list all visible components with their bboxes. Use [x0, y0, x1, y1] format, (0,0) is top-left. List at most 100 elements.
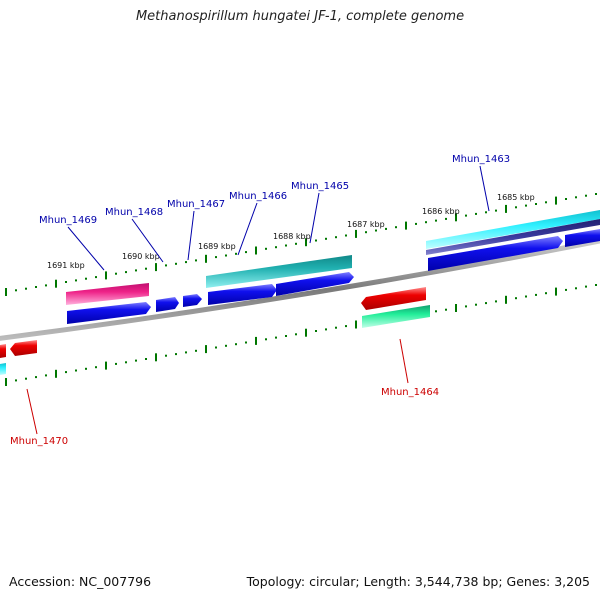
lower-track-minor-tick: [545, 292, 547, 295]
lower-track-minor-tick: [45, 374, 47, 377]
reverse-gene-labels: Mhun_1464 Mhun_1470: [10, 387, 439, 447]
feature-cyan[interactable]: [426, 210, 600, 249]
upper-track-major-tick: [155, 263, 157, 272]
lower-track-minor-tick: [565, 288, 567, 291]
cds-arrow-mhun-1470[interactable]: [10, 340, 37, 356]
lower-track-minor-tick: [115, 362, 117, 365]
upper-track-minor-tick: [195, 259, 197, 262]
cds-arrow-edge[interactable]: [0, 344, 6, 358]
scale-label-1686: 1686 kbp: [422, 207, 460, 216]
lower-track-major-tick: [55, 369, 57, 378]
upper-track-minor-tick: [435, 219, 437, 222]
feature-green[interactable]: [362, 305, 430, 328]
lower-track-minor-tick: [435, 310, 437, 313]
forward-gene-labels: Mhun_1469 Mhun_1468 Mhun_1467 Mhun_1466 …: [39, 154, 510, 226]
lower-track-minor-tick: [135, 359, 137, 362]
lower-track-minor-tick: [25, 377, 27, 380]
upper-track-minor-tick: [225, 254, 227, 257]
upper-track-minor-tick: [575, 196, 577, 199]
upper-track-minor-tick: [515, 206, 517, 209]
cds-arrow-mhun-1465[interactable]: [276, 272, 354, 296]
gene-label-mhun-1468[interactable]: Mhun_1468: [105, 207, 163, 218]
upper-track-major-tick: [5, 288, 7, 296]
lower-track-minor-tick: [525, 295, 527, 298]
upper-track-major-tick: [355, 229, 357, 238]
cds-arrow-mhun-1467[interactable]: [183, 294, 202, 307]
upper-track-minor-tick: [185, 261, 187, 264]
lower-track-major-tick: [355, 320, 357, 329]
leader-mhun-1467: [187, 210, 195, 261]
feature-navy[interactable]: [426, 219, 600, 255]
upper-track-minor-tick: [15, 289, 17, 292]
gene-label-mhun-1465[interactable]: Mhun_1465: [291, 181, 349, 192]
lower-track-minor-tick: [65, 371, 67, 374]
lower-track-major-tick: [305, 328, 307, 337]
lower-track-major-tick: [505, 295, 507, 304]
upper-track-minor-tick: [415, 222, 417, 225]
lower-track-minor-tick: [495, 300, 497, 303]
gene-label-mhun-1467[interactable]: Mhun_1467: [167, 199, 225, 210]
feature-cyan-edge[interactable]: [0, 363, 6, 375]
lower-track-minor-tick: [275, 336, 277, 339]
upper-track-minor-tick: [285, 244, 287, 247]
reverse-feature-track: [0, 287, 430, 375]
feature-teal[interactable]: [206, 255, 352, 288]
upper-track-minor-tick: [325, 237, 327, 240]
lower-track-minor-tick: [475, 303, 477, 306]
accession-text: Accession: NC_007796: [9, 574, 152, 589]
upper-track-minor-tick: [275, 246, 277, 249]
leader-mhun-1463: [479, 165, 490, 212]
gene-label-mhun-1463[interactable]: Mhun_1463: [452, 154, 510, 165]
cds-arrow-mhun-1466[interactable]: [208, 284, 277, 305]
lower-track-minor-tick: [535, 293, 537, 296]
gene-label-mhun-1470[interactable]: Mhun_1470: [10, 436, 68, 447]
upper-track-minor-tick: [465, 214, 467, 217]
upper-track-minor-tick: [235, 252, 237, 255]
lower-track-minor-tick: [585, 285, 587, 288]
gene-label-mhun-1464[interactable]: Mhun_1464: [381, 387, 439, 398]
lower-track-major-tick: [205, 345, 207, 354]
lower-track-major-tick: [5, 378, 7, 386]
lower-track-major-tick: [105, 361, 107, 370]
gene-label-mhun-1466[interactable]: Mhun_1466: [229, 191, 287, 202]
upper-track-minor-tick: [35, 286, 37, 288]
lower-track-minor-tick: [335, 326, 337, 329]
upper-track-major-tick: [555, 196, 557, 205]
lower-track-minor-tick: [485, 302, 487, 305]
upper-track-minor-tick: [335, 236, 337, 239]
lower-track-minor-tick: [185, 351, 187, 354]
upper-track-minor-tick: [445, 217, 447, 220]
lower-track-minor-tick: [225, 344, 227, 347]
lower-track-major-tick: [255, 336, 257, 345]
upper-track-minor-tick: [425, 221, 427, 224]
upper-track-major-tick: [505, 204, 507, 213]
feature-pink[interactable]: [66, 283, 149, 305]
lower-track-minor-tick: [235, 343, 237, 346]
genome-summary-text: Topology: circular; Length: 3,544,738 bp…: [246, 574, 590, 589]
forward-feature-track: [66, 210, 600, 305]
lower-track-minor-tick: [125, 361, 127, 364]
lower-track-minor-tick: [165, 354, 167, 357]
lower-track-minor-tick: [315, 330, 317, 332]
lower-track-minor-tick: [95, 366, 97, 369]
lower-track-minor-tick: [75, 369, 77, 372]
cds-arrow-mhun-1463[interactable]: [428, 236, 563, 271]
cds-arrow-mhun-1468[interactable]: [156, 297, 179, 312]
lower-track-minor-tick: [465, 305, 467, 308]
upper-track-major-tick: [105, 271, 107, 280]
upper-track-minor-tick: [85, 277, 87, 280]
cds-arrow-mhun-1464[interactable]: [361, 287, 426, 310]
cds-arrow-mhun-1469[interactable]: [67, 302, 151, 324]
lower-track-minor-tick: [595, 284, 597, 286]
lower-track-minor-tick: [265, 338, 267, 341]
upper-track-minor-tick: [25, 287, 27, 290]
lower-track-minor-tick: [35, 376, 37, 379]
upper-track-minor-tick: [585, 194, 587, 197]
cds-arrow-next[interactable]: [565, 229, 600, 247]
upper-track-major-tick: [455, 213, 457, 222]
gene-label-mhun-1469[interactable]: Mhun_1469: [39, 215, 97, 226]
lower-track-minor-tick: [445, 308, 447, 311]
upper-track-minor-tick: [165, 264, 167, 267]
lower-track-minor-tick: [175, 353, 177, 356]
lower-track-minor-tick: [15, 379, 17, 382]
